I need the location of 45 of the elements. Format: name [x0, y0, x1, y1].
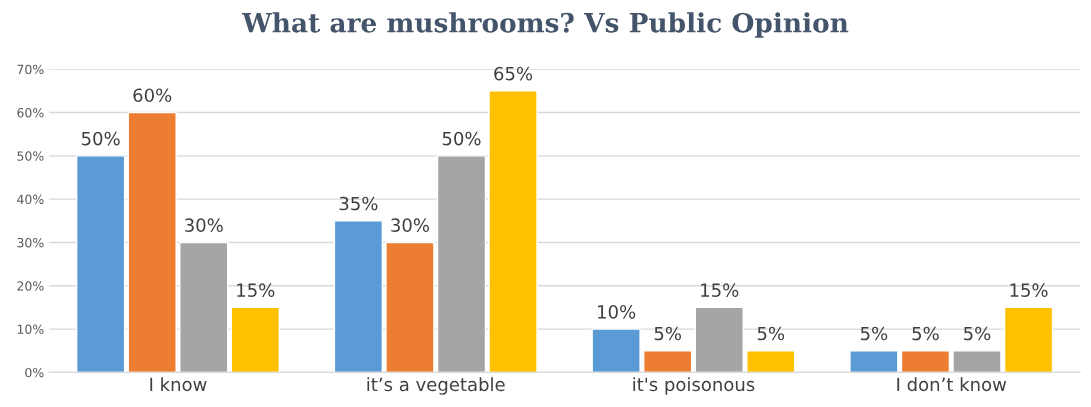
data-label: 5%: [757, 326, 785, 341]
bar: [385, 241, 435, 373]
data-label: 50%: [442, 131, 481, 146]
y-tick-label: 40%: [17, 194, 44, 205]
chart-title: What are mushrooms? Vs Public Opinion: [241, 12, 849, 38]
x-tick-label: I don’t know: [897, 377, 1007, 392]
data-label: 35%: [339, 196, 378, 211]
bar: [230, 306, 280, 373]
y-tick-label: 10%: [17, 324, 44, 335]
data-label: 65%: [494, 66, 533, 81]
data-label: 30%: [391, 218, 430, 233]
data-label: 5%: [912, 326, 939, 341]
data-label: 15%: [1010, 283, 1048, 297]
data-label: 30%: [185, 218, 223, 233]
bar: [849, 350, 899, 373]
x-tick-label: it’s a vegetable: [367, 377, 505, 395]
bar: [643, 350, 693, 373]
bar: [127, 111, 177, 373]
bar: [694, 306, 744, 373]
bar: [333, 220, 384, 373]
y-tick-label: 50%: [17, 151, 44, 161]
y-tick-label: 60%: [17, 107, 44, 118]
bar: [952, 350, 1002, 373]
x-tick-label: I know: [150, 377, 207, 392]
y-tick-label: 20%: [17, 281, 44, 291]
data-label: 5%: [654, 326, 682, 341]
data-label: 15%: [237, 283, 275, 297]
bar: [75, 155, 126, 373]
data-label: 50%: [81, 131, 120, 146]
x-tick-label: it's poisonous: [633, 377, 755, 395]
bar: [1003, 306, 1054, 373]
bar: [591, 328, 641, 373]
data-label: 15%: [701, 283, 739, 297]
bar: [488, 90, 538, 373]
data-label: 5%: [964, 326, 991, 341]
y-tick-label: 30%: [17, 237, 44, 248]
data-label: 5%: [860, 326, 888, 341]
bar: [179, 241, 229, 373]
y-tick-label: 0%: [25, 367, 44, 378]
bar: [900, 350, 951, 373]
data-label: 60%: [133, 88, 172, 103]
data-label: 10%: [598, 304, 636, 319]
bar: [436, 155, 487, 373]
bar: [746, 350, 796, 373]
y-tick-label: 70%: [17, 64, 44, 75]
